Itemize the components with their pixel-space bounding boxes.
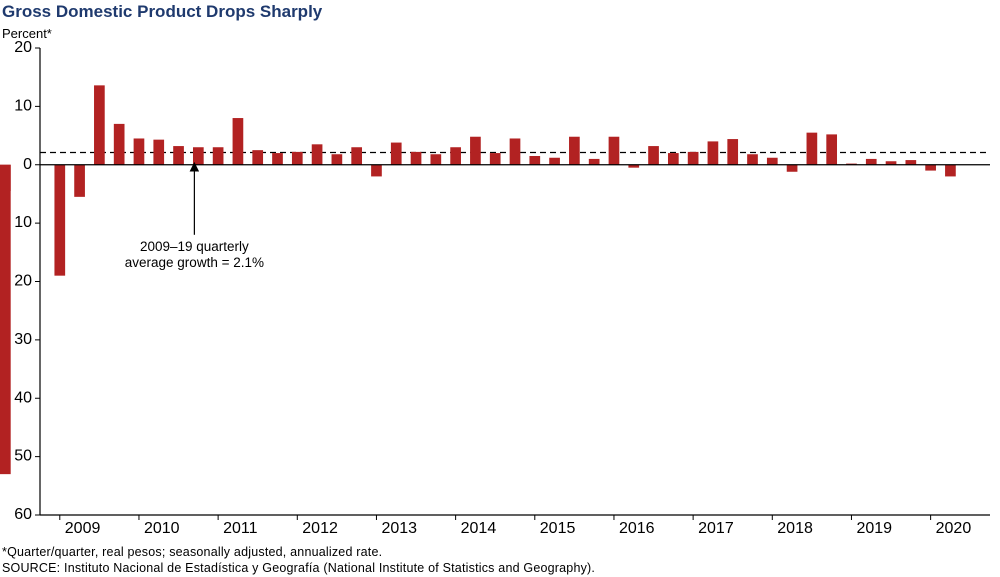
x-tick-label: 2017: [698, 520, 734, 537]
y-tick-label: 30: [14, 331, 32, 348]
x-tick-label: 2013: [381, 520, 417, 537]
y-tick-label: 0: [23, 156, 32, 173]
bar: [233, 118, 244, 165]
bar: [609, 137, 620, 165]
y-tick-label: 10: [14, 214, 32, 231]
bar: [747, 154, 758, 165]
bar: [134, 138, 145, 164]
x-tick-label: 2015: [540, 520, 576, 537]
x-tick-label: 2012: [302, 520, 338, 537]
source-line: SOURCE: Instituto Nacional de Estadístic…: [2, 561, 595, 575]
bar: [430, 154, 441, 165]
x-tick-label: 2010: [144, 520, 180, 537]
bar: [411, 152, 422, 165]
bar: [94, 85, 105, 164]
bar: [905, 160, 916, 165]
bar: [312, 144, 323, 164]
x-tick-label: 2019: [856, 520, 892, 537]
bar: [866, 159, 877, 165]
bar: [945, 165, 956, 177]
bar: [529, 156, 540, 165]
bar: [272, 153, 283, 165]
chart-svg: 6050403020100102020092010201120122013201…: [0, 0, 1000, 577]
bar: [787, 165, 798, 172]
annotation-text: 2009–19 quarterly: [140, 239, 249, 254]
bar: [173, 146, 184, 165]
bar: [688, 152, 699, 165]
y-tick-label: 50: [14, 448, 32, 465]
x-tick-label: 2018: [777, 520, 813, 537]
bar: [74, 165, 85, 197]
bar: [193, 147, 204, 165]
bar: [153, 140, 164, 165]
bar: [332, 154, 343, 165]
bar: [648, 146, 659, 165]
bar: [807, 133, 818, 165]
bar: [569, 137, 580, 165]
x-tick-label: 2020: [936, 520, 972, 537]
chart-container: { "title": "Gross Domestic Product Drops…: [0, 0, 1000, 577]
bar: [767, 158, 778, 165]
y-tick-label: 20: [14, 273, 32, 290]
x-tick-label: 2014: [461, 520, 497, 537]
bar: [668, 153, 679, 165]
bar: [549, 158, 560, 165]
y-tick-label: 40: [14, 389, 32, 406]
bar: [589, 159, 600, 165]
y-tick-label: 10: [14, 97, 32, 114]
annotation-text: average growth = 2.1%: [125, 255, 264, 270]
y-tick-label: 60: [14, 506, 32, 523]
x-tick-label: 2009: [65, 520, 101, 537]
bar: [925, 165, 936, 171]
bar: [114, 124, 125, 165]
bar: [510, 138, 521, 164]
bar: [292, 152, 303, 165]
bar: [490, 153, 501, 165]
bar: [371, 165, 382, 177]
bar: [252, 150, 263, 165]
bar: [727, 139, 738, 165]
bar: [351, 147, 362, 165]
bar: [708, 141, 719, 164]
bar: [0, 165, 11, 474]
bar: [54, 165, 65, 276]
footnote: *Quarter/quarter, real pesos; seasonally…: [2, 545, 382, 559]
bar: [470, 137, 481, 165]
bar: [826, 134, 837, 164]
bar: [391, 143, 402, 165]
bar: [450, 147, 461, 165]
x-tick-label: 2011: [223, 520, 258, 537]
bar: [213, 147, 224, 165]
x-tick-label: 2016: [619, 520, 655, 537]
y-tick-label: 20: [14, 39, 32, 56]
